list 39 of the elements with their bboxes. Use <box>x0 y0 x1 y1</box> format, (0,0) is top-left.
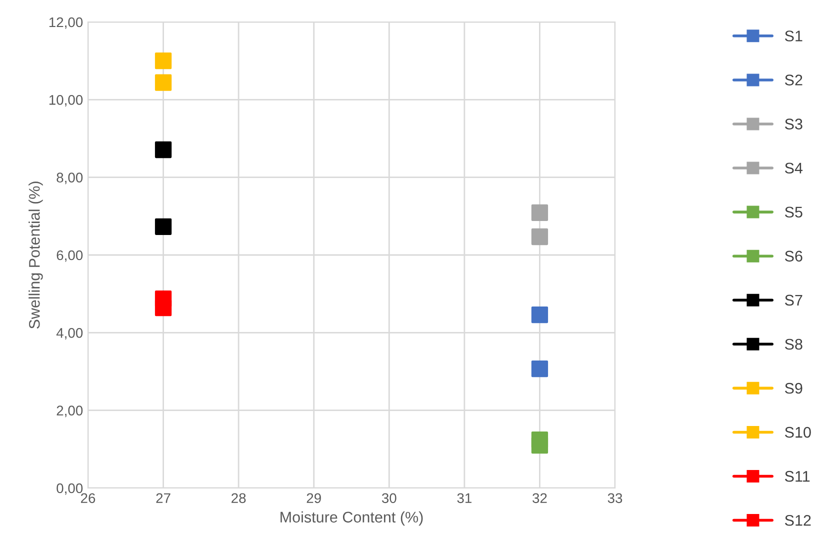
x-tick-label: 29 <box>306 493 321 504</box>
point <box>154 218 172 235</box>
legend-label: S9 <box>784 382 802 394</box>
point <box>531 432 548 448</box>
x-tick-label: 33 <box>608 493 622 504</box>
legend-label: S5 <box>784 206 802 218</box>
x-tick-label: 26 <box>80 493 96 504</box>
y-axis-title: Swelling Potential (%) <box>28 182 43 329</box>
y-tick-label: 6,00 <box>56 250 83 262</box>
point <box>154 141 172 158</box>
legend-label: S1 <box>784 30 802 42</box>
legend-label: S3 <box>784 118 802 130</box>
point <box>531 360 548 378</box>
legend-label: S2 <box>784 74 802 86</box>
legend-label: S6 <box>784 250 802 262</box>
point <box>531 204 548 221</box>
y-tick-label: 4,00 <box>56 328 83 340</box>
y-tick-label: 8,00 <box>56 172 83 184</box>
legend-label: S4 <box>784 162 803 174</box>
y-tick-label: 10,00 <box>49 95 83 106</box>
x-tick-label: 31 <box>457 493 472 504</box>
x-axis-title: Moisture Content (%) <box>280 511 423 526</box>
y-tick-label: 12,00 <box>49 17 83 29</box>
point <box>154 74 172 91</box>
x-tick-label: 30 <box>382 493 396 504</box>
point <box>531 306 548 324</box>
x-tick-label: 27 <box>156 493 170 503</box>
x-tick-label: 28 <box>232 493 246 504</box>
legend-label: S10 <box>784 426 811 438</box>
legend-label: S8 <box>784 338 802 350</box>
y-tick-label: 0,00 <box>56 483 83 495</box>
x-tick-label: 32 <box>532 493 547 504</box>
legend-label: S7 <box>784 294 802 306</box>
legend-label: S11 <box>784 470 810 482</box>
point <box>154 52 172 70</box>
point <box>531 228 548 246</box>
legend-label: S12 <box>784 514 811 526</box>
y-tick-label: 2,00 <box>56 406 83 418</box>
point <box>154 290 172 308</box>
